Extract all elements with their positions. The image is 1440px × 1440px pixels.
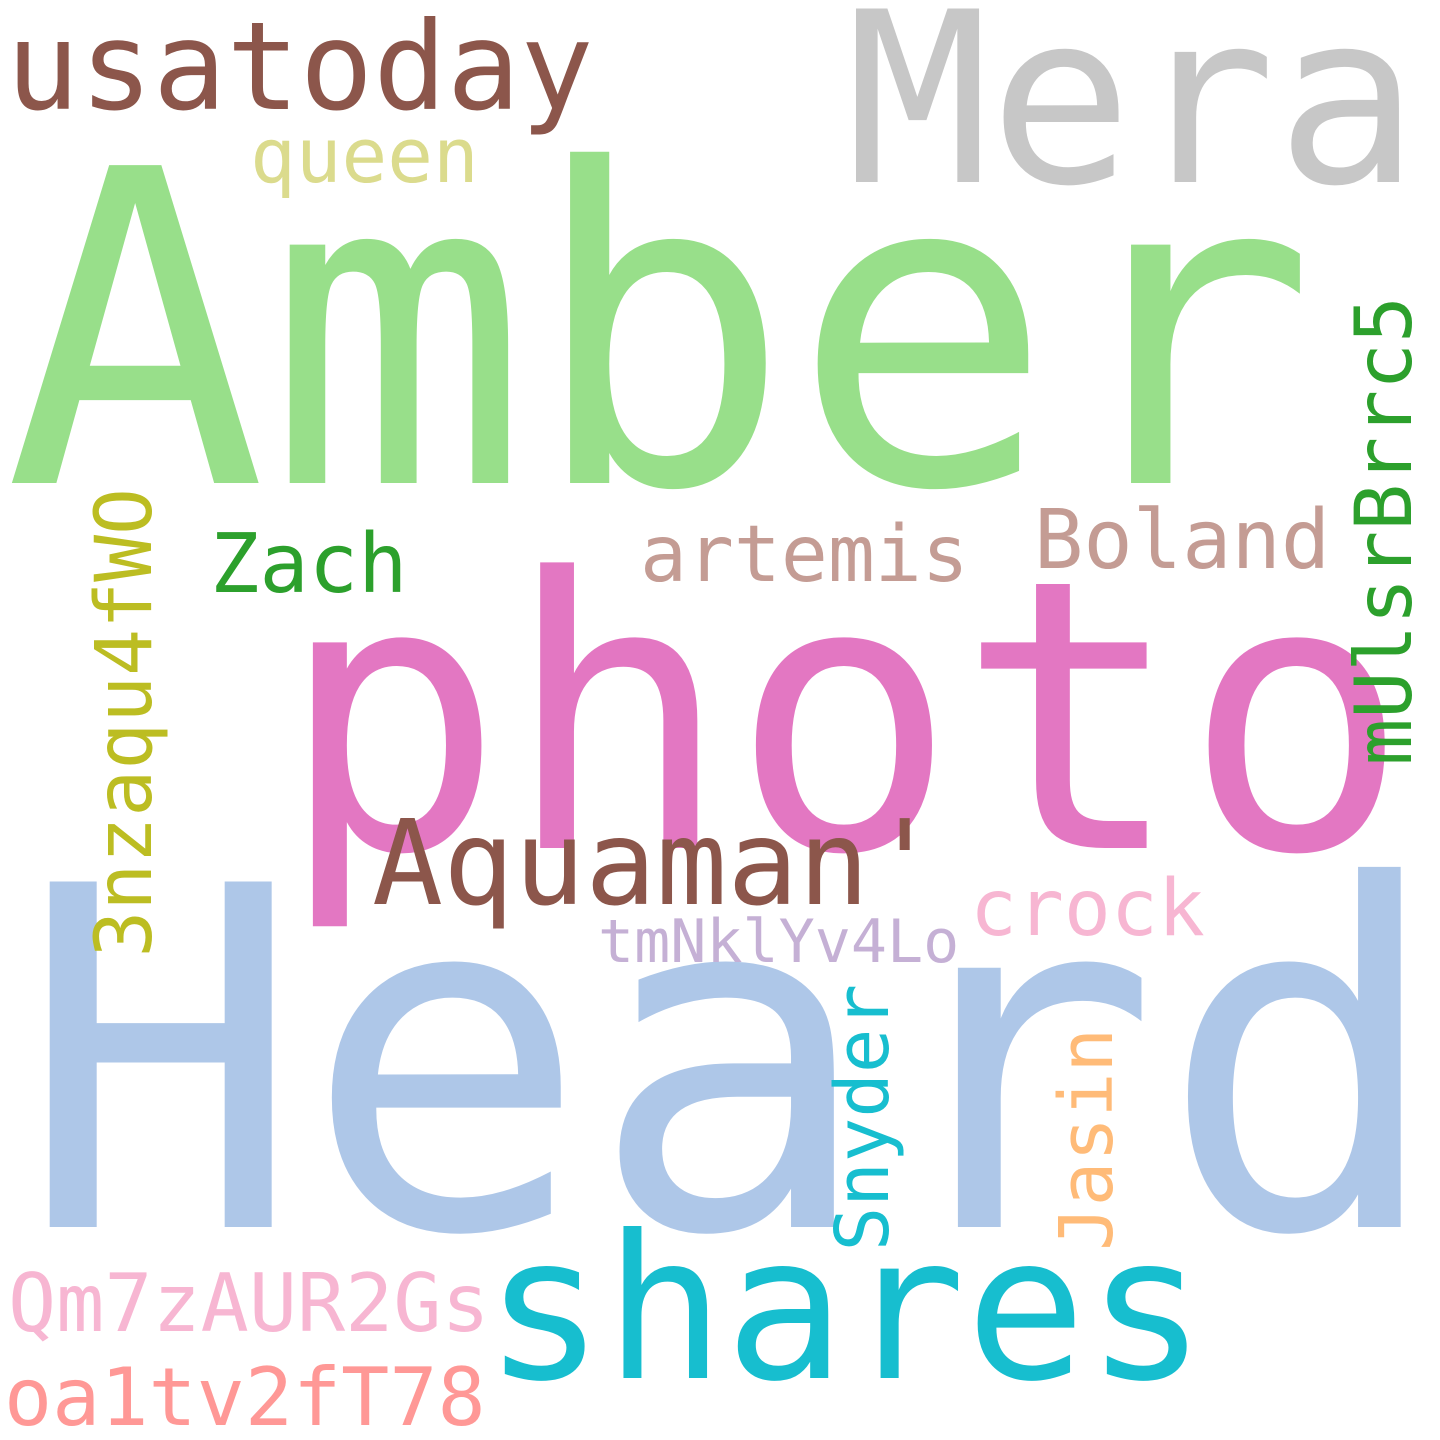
word-boland: Boland [1034, 493, 1331, 588]
word-usatoday: usatoday [6, 0, 594, 138]
word-artemis: artemis [640, 510, 969, 600]
word-jasin: Jasin [1044, 1028, 1130, 1251]
word-mulsrbrrc5: mUlsrBrrc5 [1340, 296, 1430, 766]
word-heard: Heard [18, 787, 1440, 1339]
word-crock: crock [970, 864, 1205, 954]
word-zach: Zach [210, 517, 408, 612]
word-aquaman: Aquaman' [372, 794, 941, 932]
word-amber: Amber [4, 78, 1317, 586]
word-queen: queen [250, 111, 479, 200]
word-oa1tv2ft78: oa1tv2fT78 [4, 1351, 486, 1440]
word-mera: Mera [846, 0, 1420, 239]
word-snyder: Snyder [820, 984, 906, 1252]
word-qm7zaur2gs: Qm7zAUR2Gs [8, 1257, 490, 1350]
word-photo: photo [278, 499, 1410, 937]
word-3nzaqu4fwo: 3nzaqu4fWO [80, 488, 170, 958]
word-shares: shares [484, 1193, 1207, 1426]
word-tmnklyv4lo: tmNklYv4Lo [598, 907, 960, 977]
